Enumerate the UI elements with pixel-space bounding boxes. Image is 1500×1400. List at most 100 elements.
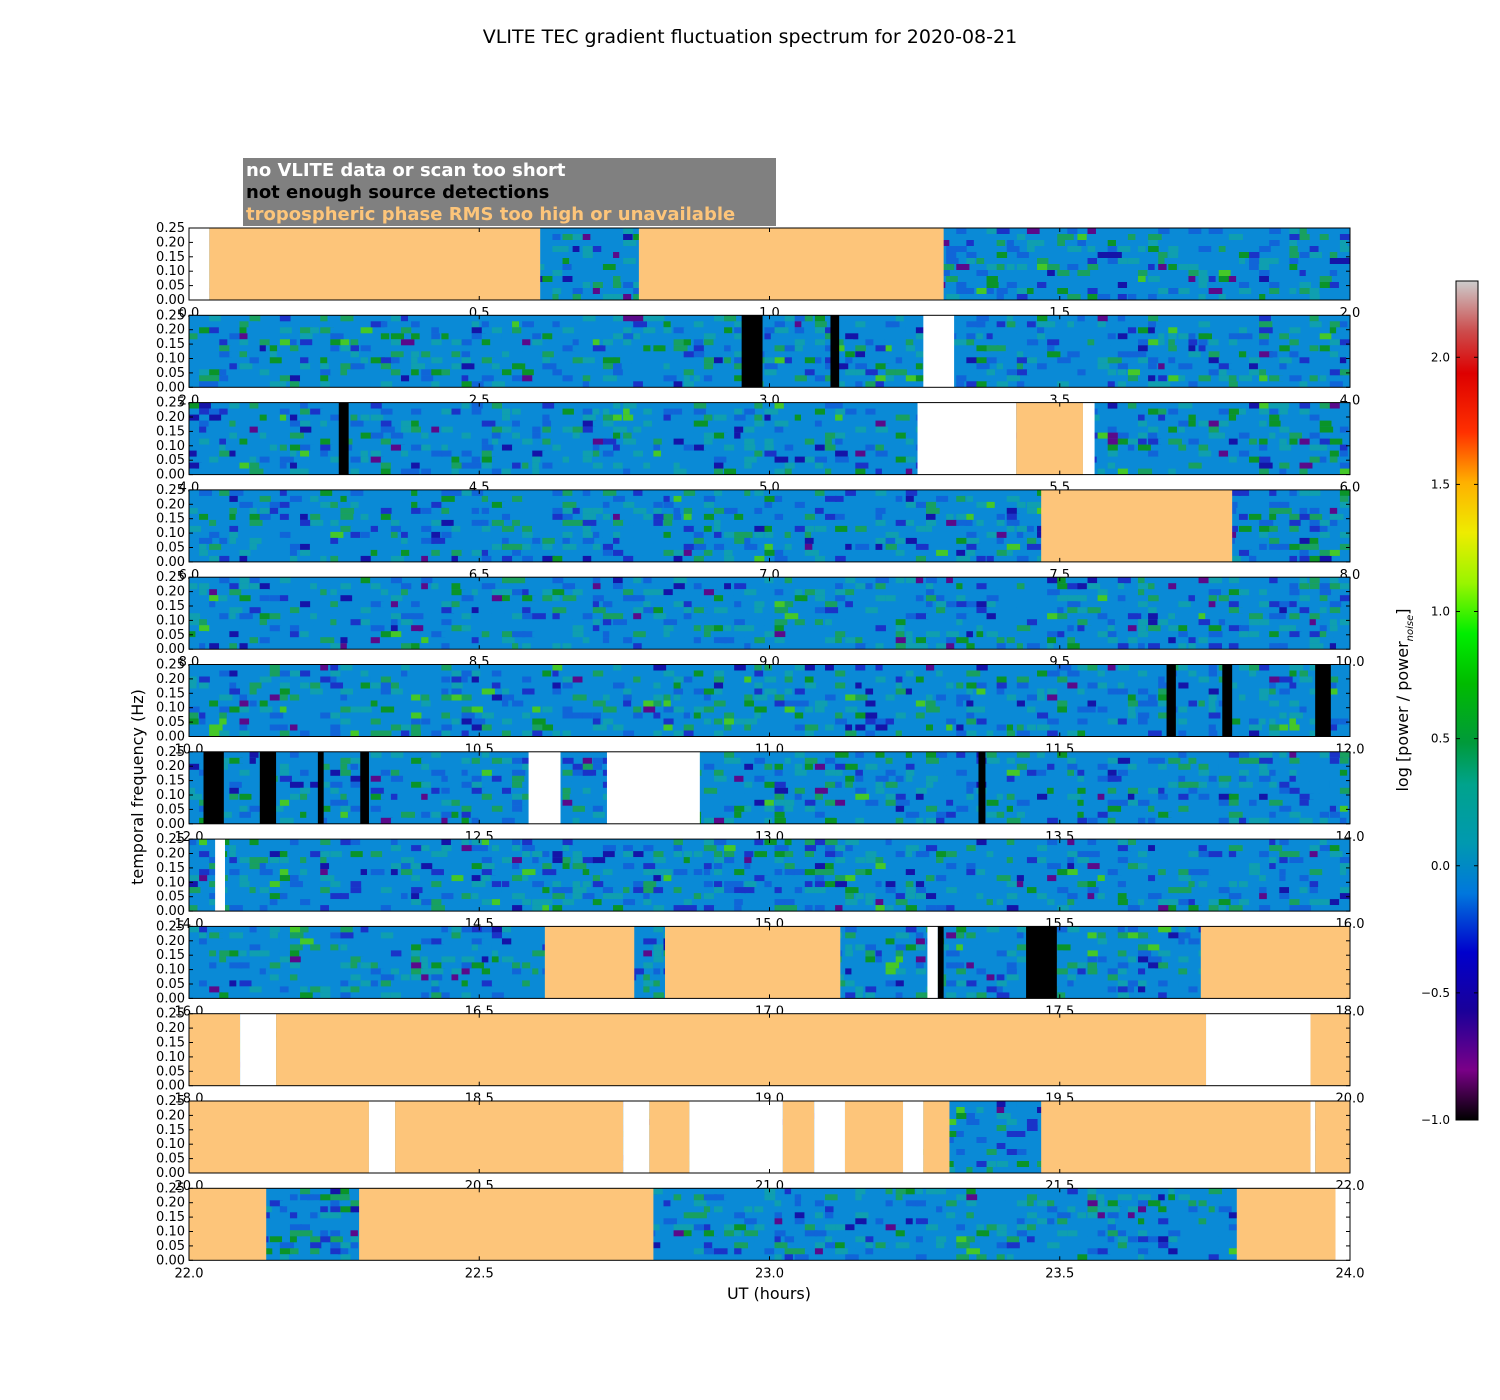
heatmap-cell	[693, 525, 705, 532]
heatmap-cell	[1188, 438, 1199, 445]
heatmap-cell	[1309, 501, 1316, 508]
heatmap-cell	[229, 531, 238, 538]
heatmap-cell	[1006, 321, 1016, 328]
heatmap-cell	[713, 414, 727, 421]
heatmap-cell	[199, 712, 206, 719]
heatmap-cell	[1148, 375, 1156, 382]
heatmap-cell	[1117, 664, 1130, 671]
heatmap-cell	[1107, 240, 1116, 246]
heatmap-cell	[491, 531, 505, 538]
heatmap-cell	[380, 631, 393, 638]
heatmap-cell	[1228, 375, 1237, 382]
heatmap-cell	[390, 724, 404, 731]
heatmap-cell	[1178, 276, 1185, 282]
heatmap-cell	[1339, 595, 1350, 602]
heatmap-cell	[401, 444, 408, 451]
heatmap-cell	[1026, 375, 1035, 382]
heatmap-cell	[522, 315, 533, 322]
heatmap-cell	[1279, 664, 1292, 671]
heatmap-cell	[1067, 294, 1081, 300]
heatmap-cell	[411, 549, 418, 556]
heatmap-cell	[552, 294, 559, 300]
heatmap-cell	[1188, 276, 1196, 282]
heatmap-cell	[1208, 363, 1223, 370]
heatmap-cell	[1218, 276, 1232, 282]
heatmap-cell	[279, 763, 289, 770]
heatmap-cell	[199, 426, 207, 433]
heatmap-cell	[552, 682, 561, 689]
heatmap-cell	[966, 682, 977, 689]
heatmap-cell	[885, 688, 900, 695]
heatmap-cell	[1299, 543, 1312, 550]
heatmap-cell	[441, 694, 452, 701]
heatmap-cell	[572, 664, 581, 671]
heatmap-cell	[1339, 495, 1349, 502]
heatmap-cell	[915, 700, 926, 707]
heatmap-cell	[1289, 682, 1297, 689]
heatmap-cell	[1168, 607, 1176, 614]
heatmap-cell	[229, 643, 237, 650]
heatmap-cell	[1037, 489, 1045, 496]
heatmap-cell	[1289, 468, 1302, 475]
heatmap-cell	[794, 543, 805, 550]
heatmap-cell	[1329, 414, 1341, 421]
heatmap-cell	[310, 688, 323, 695]
heatmap-cell	[461, 589, 474, 596]
heatmap-cell	[1006, 625, 1016, 632]
heatmap-cell	[804, 519, 814, 526]
heatmap-cell	[279, 489, 287, 496]
heatmap-cell	[411, 333, 420, 340]
heatmap-cell	[390, 333, 405, 340]
heatmap-cell	[774, 357, 787, 364]
heatmap-cell	[289, 543, 301, 550]
heatmap-cell	[421, 432, 429, 439]
heatmap-cell	[693, 543, 707, 550]
heatmap-cell	[946, 501, 959, 508]
heatmap-cell	[249, 718, 262, 725]
heatmap-cell	[1319, 264, 1327, 270]
heatmap-cell	[734, 664, 746, 671]
heatmap-cell	[835, 357, 848, 364]
heatmap-cell	[956, 507, 967, 514]
heatmap-cell	[976, 730, 986, 737]
heatmap-cell	[411, 589, 418, 596]
heatmap-cell	[1329, 694, 1341, 701]
heatmap-cell	[350, 781, 365, 788]
heatmap-cell	[390, 456, 402, 463]
heatmap-cell	[1158, 577, 1169, 584]
heatmap-cell	[1289, 700, 1300, 707]
heatmap-cell	[1097, 670, 1105, 677]
heatmap-cell	[310, 375, 318, 382]
heatmap-cell	[895, 730, 902, 737]
heatmap-cell	[1329, 252, 1338, 258]
heatmap-cell	[613, 282, 622, 288]
heatmap-cell	[1097, 294, 1111, 300]
heatmap-cell	[1289, 420, 1303, 427]
heatmap-cell	[552, 543, 563, 550]
heatmap-cell	[1087, 357, 1098, 364]
heatmap-cell	[431, 613, 440, 620]
heatmap-cell	[582, 456, 592, 463]
heatmap-cell	[1067, 694, 1078, 701]
heatmap-cell	[501, 730, 511, 737]
heatmap-cell	[1137, 450, 1146, 457]
heatmap-cell	[623, 613, 636, 620]
heatmap-cell	[1238, 694, 1246, 701]
heatmap-cell	[1067, 246, 1082, 252]
heatmap-cell	[633, 694, 645, 701]
heatmap-cell	[229, 327, 243, 334]
heatmap-cell	[239, 525, 249, 532]
heatmap-cell	[966, 577, 974, 584]
heatmap-cell	[1107, 420, 1119, 427]
heatmap-cell	[219, 420, 229, 427]
heatmap-cell	[1168, 583, 1177, 590]
heatmap-cell	[350, 420, 364, 427]
heatmap-cell	[764, 501, 773, 508]
heatmap-cell	[1117, 450, 1124, 457]
heatmap-cell	[663, 619, 678, 626]
heatmap-cell	[1127, 724, 1135, 731]
heatmap-cell	[804, 489, 814, 496]
heatmap-cell	[522, 345, 529, 352]
heatmap-cell	[491, 489, 504, 496]
heatmap-cell	[1208, 595, 1217, 602]
